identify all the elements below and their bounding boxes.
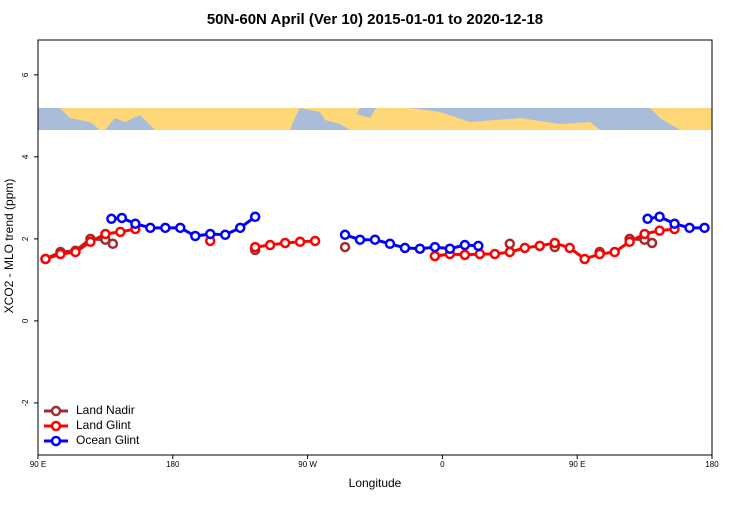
point [459,239,471,251]
point [354,234,366,245]
legend-label: Ocean Glint [76,433,140,447]
y-tick-label: 2 [21,236,30,241]
x-tick-label: 180 [705,460,719,469]
legend-marker [50,420,62,432]
legend-marker [50,435,62,447]
point [339,229,351,241]
y-tick-label: 0 [21,318,30,323]
point [219,229,231,241]
point [309,235,321,247]
y-tick-label: 4 [21,154,30,159]
point [190,230,201,242]
point [459,249,471,261]
x-tick-label: 0 [440,460,445,469]
map-strip [38,108,712,130]
y-tick-label: -2 [21,399,30,407]
point [85,236,96,248]
point [429,250,441,262]
point [249,211,261,222]
point [549,237,560,249]
point [369,234,381,245]
point [264,239,276,251]
point [564,242,575,254]
point [294,236,306,248]
legend-marker [50,405,62,417]
point [234,222,246,234]
point [107,238,119,250]
point [55,248,66,260]
point [70,246,81,258]
point [579,253,590,265]
point [106,213,117,225]
legend-label: Land Glint [76,418,131,432]
point [519,242,531,254]
plot-frame [37,39,713,456]
point [339,241,351,253]
point [609,246,620,258]
point [489,248,501,260]
point [684,222,695,234]
x-tick-label: 90 W [298,460,317,469]
point [646,237,658,249]
legend-label: Land Nadir [76,403,135,417]
point [384,238,396,250]
point [624,236,635,248]
point [160,222,171,234]
point [534,240,546,252]
point [145,222,156,234]
point [130,218,141,229]
point [699,222,710,234]
point [116,212,128,224]
y-axis-label: XCO2 - MLO trend (ppm) [2,179,16,314]
point [504,246,516,258]
point [175,222,186,234]
x-axis-label: Longitude [349,476,402,490]
point [642,213,653,225]
point [473,240,484,252]
point [639,228,650,240]
y-tick-label: 6 [21,72,30,77]
point [414,243,426,254]
point [474,248,486,260]
point [399,242,411,254]
point [654,225,665,236]
point [594,248,605,260]
x-tick-label: 90 E [30,460,46,469]
point [669,218,680,229]
point [429,241,441,253]
chart-title: 50N-60N April (Ver 10) 2015-01-01 to 202… [207,11,543,28]
point [115,226,126,238]
point [204,228,216,240]
point [504,238,516,250]
point [249,241,261,253]
x-tick-label: 90 E [569,460,585,469]
point [279,237,291,249]
point [654,211,665,222]
point [40,253,51,265]
x-tick-label: 180 [166,460,180,469]
point [100,228,111,240]
point [444,243,456,254]
